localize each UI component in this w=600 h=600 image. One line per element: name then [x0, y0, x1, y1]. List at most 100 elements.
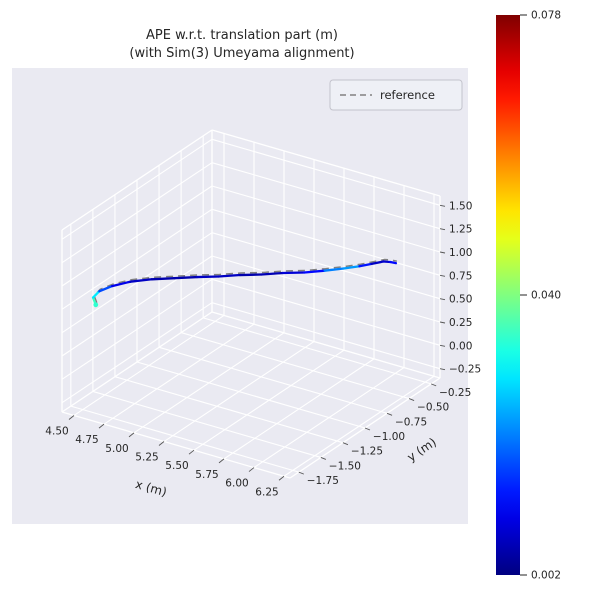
- z-tick-label: 0.25: [449, 317, 472, 329]
- tick-mark: [218, 458, 225, 464]
- y-tick-label: −1.50: [329, 460, 361, 472]
- z-tick-label: 0.50: [449, 294, 472, 306]
- tick-mark: [439, 204, 446, 207]
- x-tick-label: 4.50: [45, 425, 68, 437]
- axes-box-edge: [61, 129, 213, 231]
- axis-ticks: 4.50 4.75 5.00 5.25 5.50 5.75 6.00 6.25 −1.75 −1.…: [45, 200, 481, 498]
- tick-mark: [320, 456, 327, 460]
- y-tick-label: −0.25: [439, 387, 471, 399]
- legend: reference: [329, 79, 463, 111]
- tick-mark: [342, 442, 349, 446]
- trajectory-segment: [342, 265, 361, 270]
- tick-mark: [278, 475, 285, 481]
- y-tick-label: −0.75: [395, 416, 427, 428]
- grid-line: [92, 390, 322, 458]
- grid-line: [61, 208, 213, 310]
- trajectory-segment: [303, 269, 326, 274]
- tick-mark: [431, 383, 437, 387]
- trajectory-segment: [98, 284, 114, 293]
- trajectory-segment: [389, 260, 398, 265]
- grid-line: [61, 232, 213, 334]
- tick-mark: [439, 368, 446, 371]
- grid-line: [70, 405, 299, 473]
- grid-line: [61, 302, 213, 404]
- trajectory-segment: [260, 271, 285, 276]
- tick-mark: [128, 432, 135, 438]
- trajectory-start-point: [93, 302, 99, 308]
- y-tick-label: −1.00: [373, 431, 405, 443]
- trajectory-segment: [238, 273, 263, 277]
- tick-mark: [386, 412, 393, 416]
- trajectory-segment: [217, 273, 242, 278]
- z-tick-label: 0.75: [449, 270, 472, 282]
- trajectory-segment: [150, 277, 176, 281]
- grid-line: [61, 185, 213, 287]
- colorbar-tick-label: 0.002: [531, 570, 561, 582]
- grid-line: [61, 162, 213, 264]
- x-tick-label: 5.50: [165, 460, 188, 472]
- grid-line: [180, 332, 410, 400]
- grid-line: [211, 255, 441, 323]
- y-tick-label: −0.50: [417, 402, 449, 414]
- grid-line: [114, 376, 344, 444]
- axes-box-edge: [61, 411, 291, 479]
- x-tick-label: 5.00: [105, 443, 128, 455]
- grid-line: [158, 346, 388, 414]
- grid-line: [211, 208, 441, 276]
- tick-mark: [188, 449, 195, 455]
- ape-colored-trajectory: [91, 260, 398, 308]
- axes-box-edge: [61, 311, 213, 413]
- grid-line: [211, 232, 441, 300]
- tick-mark: [68, 415, 75, 420]
- legend-box: [329, 79, 463, 111]
- axes-box-edge: [211, 311, 441, 379]
- colorbar-gradient-bar: [496, 15, 520, 575]
- y-tick-label: −1.25: [351, 446, 383, 458]
- colorbar-tick-label: 0.040: [531, 290, 561, 302]
- tick-mark: [158, 441, 165, 446]
- grid-line: [203, 317, 432, 385]
- y-tick-label: −1.75: [307, 475, 339, 487]
- trajectory-segment: [323, 267, 345, 272]
- grid-lines: [61, 133, 441, 477]
- z-tick-label: −0.25: [449, 364, 481, 376]
- chart-title-line2: (with Sim(3) Umeyama alignment): [129, 46, 354, 61]
- tick-mark: [439, 321, 446, 324]
- grid-line: [61, 278, 213, 380]
- x-tick-label: 4.75: [75, 434, 98, 446]
- z-tick-label: 1.00: [449, 247, 472, 259]
- x-tick-label: 6.00: [225, 478, 248, 490]
- trajectory-segment: [370, 260, 385, 266]
- chart-title-line1: APE w.r.t. translation part (m): [146, 28, 338, 43]
- z-tick-label: 1.25: [449, 224, 472, 236]
- grid-line: [136, 361, 366, 429]
- x-tick-label: 5.75: [195, 469, 218, 481]
- trajectory-segment: [358, 262, 373, 268]
- tick-mark: [439, 274, 446, 277]
- tick-mark: [364, 427, 371, 431]
- tick-mark: [439, 228, 446, 231]
- tick-mark: [248, 467, 255, 472]
- colorbar-ticks: 0.078 0.040 0.002: [520, 10, 561, 582]
- trajectory-segment: [281, 271, 306, 275]
- x-tick-label: 5.25: [135, 452, 158, 464]
- tick-mark: [408, 398, 415, 402]
- colorbar: 0.078 0.040 0.002: [496, 10, 561, 582]
- trajectory-segment: [173, 275, 199, 280]
- grid-line: [61, 138, 213, 240]
- grid-line: [211, 138, 441, 206]
- z-tick-label: 1.50: [449, 200, 472, 212]
- tick-mark: [439, 251, 446, 254]
- x-tick-label: 6.25: [255, 486, 278, 498]
- tick-mark: [439, 298, 446, 301]
- tick-mark: [439, 344, 446, 347]
- colorbar-tick-label: 0.078: [531, 10, 561, 22]
- reference-line: [93, 258, 398, 304]
- tick-mark: [298, 471, 304, 475]
- grid-line: [211, 185, 441, 253]
- legend-reference-label: reference: [380, 88, 435, 102]
- trajectory-segment: [129, 278, 153, 283]
- trajectory-segment: [91, 290, 101, 299]
